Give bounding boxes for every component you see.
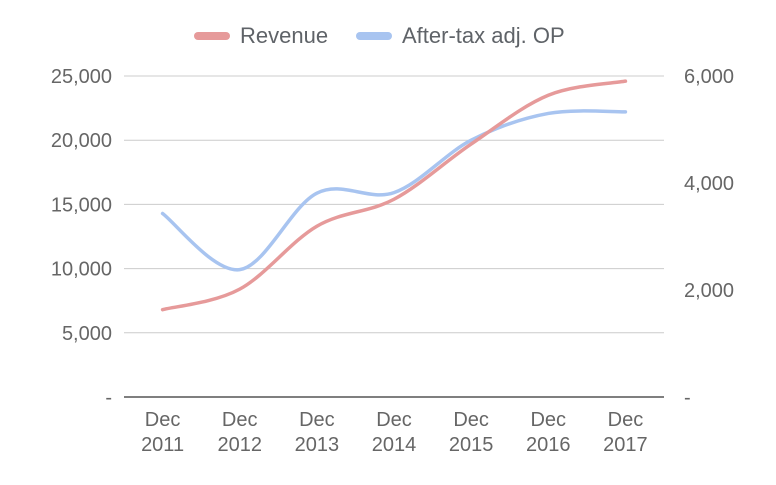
legend: Revenue After-tax adj. OP bbox=[194, 23, 565, 48]
x-tick-label-line2: 2016 bbox=[526, 434, 571, 456]
right-tick-label: 4,000 bbox=[684, 173, 734, 195]
x-tick-label-line1: Dec bbox=[608, 409, 644, 431]
x-tick-label-line1: Dec bbox=[222, 409, 258, 431]
left-tick-label: 5,000 bbox=[62, 323, 112, 345]
gridlines bbox=[124, 75, 664, 398]
left-tick-label: 15,000 bbox=[51, 194, 112, 216]
series-lines bbox=[160, 79, 628, 312]
x-tick-label-line2: 2013 bbox=[295, 434, 340, 456]
right-tick-label: 2,000 bbox=[684, 280, 734, 302]
x-tick-label-line1: Dec bbox=[299, 409, 335, 431]
right-tick-label: 6,000 bbox=[684, 66, 734, 88]
x-tick-label-line2: 2015 bbox=[449, 434, 494, 456]
x-tick-label-line2: 2012 bbox=[217, 434, 262, 456]
x-tick-label-line1: Dec bbox=[530, 409, 566, 431]
left-tick-label: 20,000 bbox=[51, 130, 112, 152]
left-tick-label: - bbox=[105, 387, 112, 409]
x-tick-label-line1: Dec bbox=[145, 409, 181, 431]
x-tick-label-line2: 2014 bbox=[372, 434, 417, 456]
x-tick-label: Dec 2011 bbox=[141, 409, 184, 456]
right-y-axis: - 2,000 4,000 6,000 bbox=[684, 66, 734, 409]
legend-label: After-tax adj. OP bbox=[402, 23, 565, 48]
x-tick-label: Dec 2013 bbox=[295, 409, 340, 456]
x-tick-label: Dec 2016 bbox=[526, 409, 571, 456]
legend-label: Revenue bbox=[240, 23, 328, 48]
left-tick-label: 10,000 bbox=[51, 259, 112, 281]
x-tick-label: Dec 2014 bbox=[372, 409, 417, 456]
x-tick-label-line2: 2017 bbox=[603, 434, 648, 456]
x-axis: Dec 2011 Dec 2012 Dec 2013 Dec 2014 Dec 2015 Dec 20… bbox=[141, 409, 648, 456]
left-y-axis: - 5,000 10,000 15,000 20,000 25,000 bbox=[51, 66, 112, 409]
x-tick-label-line2: 2011 bbox=[141, 434, 184, 456]
left-tick-label: 25,000 bbox=[51, 66, 112, 88]
x-tick-label: Dec 2012 bbox=[217, 409, 262, 456]
x-tick-label-line1: Dec bbox=[376, 409, 412, 431]
x-tick-label: Dec 2015 bbox=[449, 409, 494, 456]
x-tick-label: Dec 2017 bbox=[603, 409, 648, 456]
series-line-revenue bbox=[160, 79, 628, 312]
series-line-after-tax-adj-op bbox=[160, 109, 628, 272]
x-tick-label-line1: Dec bbox=[453, 409, 489, 431]
right-tick-label: - bbox=[684, 387, 691, 409]
